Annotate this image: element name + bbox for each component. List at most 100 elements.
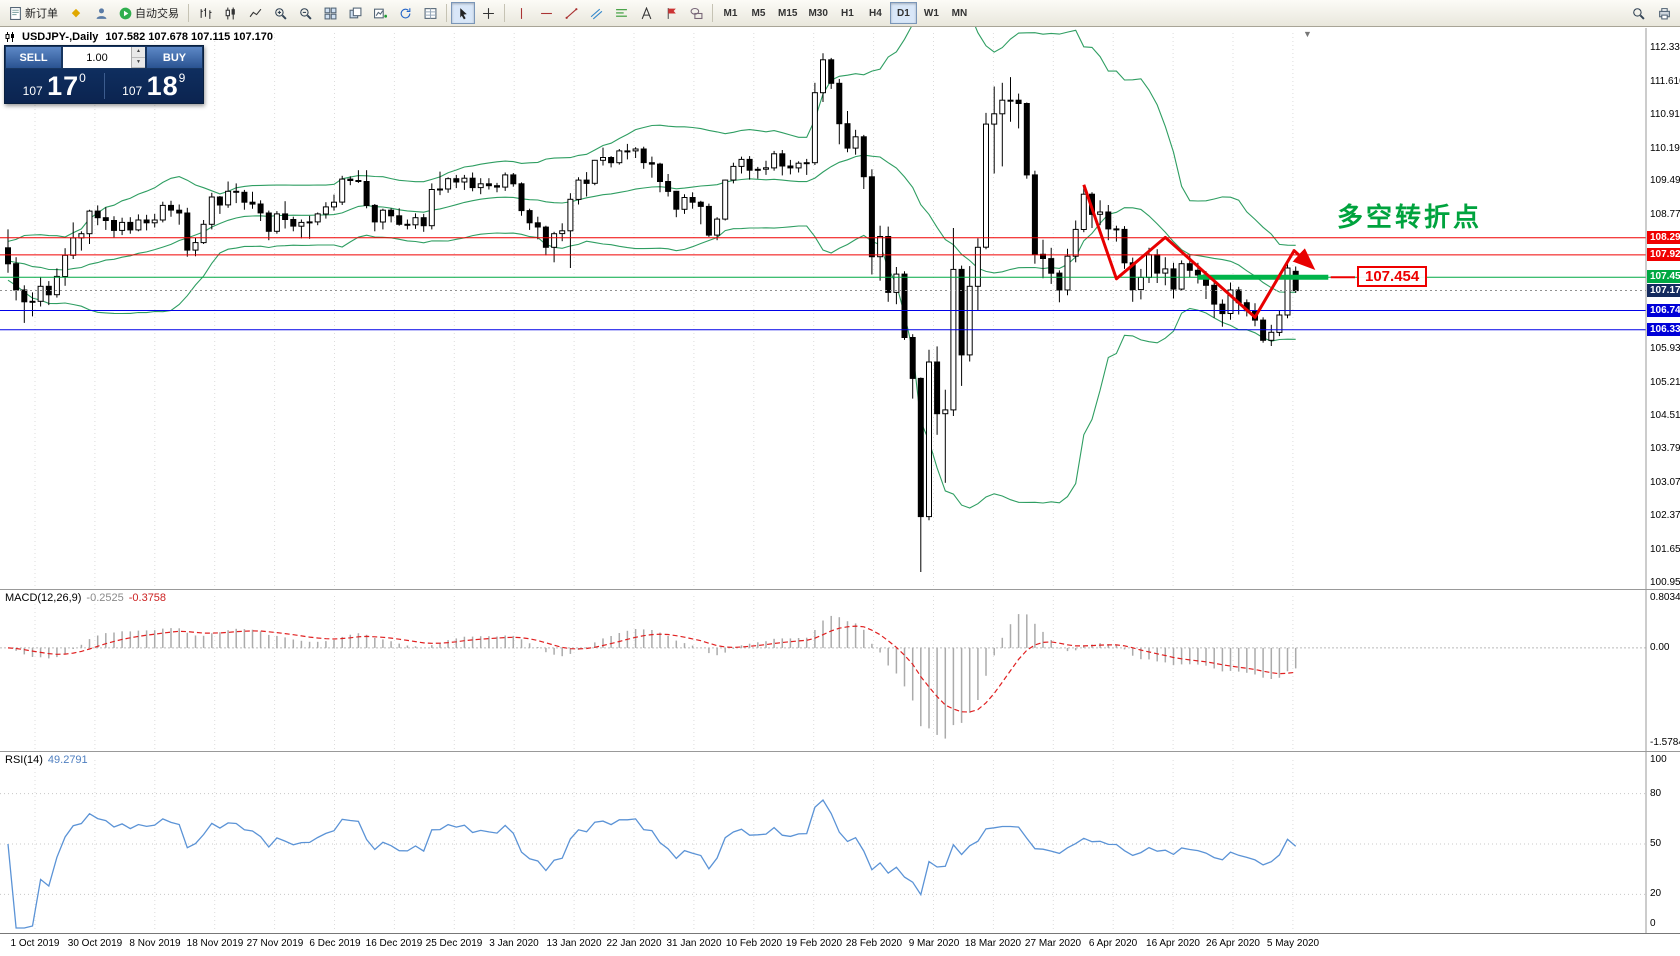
collapse-panel-icon[interactable]: ▼ [1303, 29, 1312, 39]
macd-name: MACD(12,26,9) [5, 592, 81, 604]
auto-trading-label: 自动交易 [135, 5, 179, 21]
cursor-icon [457, 7, 470, 20]
search-symbol-button[interactable] [1626, 2, 1650, 24]
timeframe-m15-button[interactable]: M15 [773, 2, 802, 24]
arrow-label-button[interactable] [659, 2, 683, 24]
candlestick-button[interactable] [218, 2, 242, 24]
fibonacci-icon [615, 7, 628, 20]
sell-price-point: 0 [79, 71, 86, 85]
zoom-in-icon [274, 7, 287, 20]
sell-button[interactable]: SELL [5, 46, 62, 69]
chart-icon [5, 32, 15, 42]
refresh-icon [399, 7, 412, 20]
person-icon [95, 7, 108, 20]
printer-icon [1658, 7, 1671, 20]
search-icon [1632, 7, 1645, 20]
one-click-trading-panel: SELL 1.00 ▲ ▼ BUY 107 170 107 189 [4, 45, 204, 104]
turning-point-annotation: 多空转折点 [1337, 197, 1482, 234]
timeframe-m5-button[interactable]: M5 [745, 2, 772, 24]
toolbar: 新订单 ◆ 自动交易 M1 M5 M15 M30 H1 H4 D1 W1 MN [0, 0, 1680, 27]
sell-price-pips: 17 [47, 71, 79, 101]
auto-trading-icon [119, 7, 132, 20]
new-order-icon [9, 7, 22, 20]
zoom-out-button[interactable] [293, 2, 317, 24]
flag-icon [665, 7, 678, 20]
buy-price-pips: 18 [147, 71, 179, 101]
toolbar-separator [188, 4, 189, 22]
buy-price-base: 107 [122, 84, 142, 98]
timeframe-m30-button[interactable]: M30 [803, 2, 832, 24]
trendline-button[interactable] [559, 2, 583, 24]
timeframe-m1-button[interactable]: M1 [717, 2, 744, 24]
crosshair-icon [482, 7, 495, 20]
vertical-line-icon [515, 7, 528, 20]
tile-windows-button[interactable] [318, 2, 342, 24]
diamond-icon: ◆ [72, 8, 80, 19]
rsi-header: RSI(14) 49.2791 [5, 754, 88, 766]
rsi-value: 49.2791 [48, 754, 88, 766]
grid-icon [424, 7, 437, 20]
zoom-in-button[interactable] [268, 2, 292, 24]
channel-button[interactable] [584, 2, 608, 24]
timeframe-h4-button[interactable]: H4 [862, 2, 889, 24]
macd-main-value: -0.2525 [86, 592, 123, 604]
spinner-down-icon[interactable]: ▼ [132, 58, 145, 69]
bar-chart-icon [199, 7, 212, 20]
timeframe-mn-button[interactable]: MN [946, 2, 973, 24]
toolbar-separator [446, 4, 447, 22]
bar-chart-button[interactable] [193, 2, 217, 24]
buy-button[interactable]: BUY [146, 46, 203, 69]
rsi-name: RSI(14) [5, 754, 43, 766]
horizontal-line-icon [540, 7, 553, 20]
fibonacci-button[interactable] [609, 2, 633, 24]
new-order-button[interactable]: 新订单 [4, 2, 63, 24]
auto-trading-button[interactable]: 自动交易 [114, 2, 184, 24]
cascade-windows-icon [349, 7, 362, 20]
chart-title: USDJPY-,Daily 107.582 107.678 107.115 10… [5, 31, 273, 43]
timeframe-d1-button[interactable]: D1 [890, 2, 917, 24]
channel-icon [590, 7, 603, 20]
trendline-icon [565, 7, 578, 20]
macd-header: MACD(12,26,9) -0.2525 -0.3758 [5, 592, 166, 604]
macd-signal-value: -0.3758 [129, 592, 166, 604]
cursor-button[interactable] [451, 2, 475, 24]
text-button[interactable] [634, 2, 658, 24]
shapes-button[interactable] [684, 2, 708, 24]
candlestick-icon [224, 7, 237, 20]
toolbar-separator [504, 4, 505, 22]
data-window-button[interactable] [418, 2, 442, 24]
vertical-line-button[interactable] [509, 2, 533, 24]
spinner-up-icon[interactable]: ▲ [132, 47, 145, 58]
timeframe-h1-button[interactable]: H1 [834, 2, 861, 24]
price-tag-annotation: 107.454 [1357, 266, 1427, 287]
cascade-windows-button[interactable] [343, 2, 367, 24]
tile-windows-icon [324, 7, 337, 20]
sell-price[interactable]: 107 170 [5, 71, 104, 102]
zoom-out-icon [299, 7, 312, 20]
buy-price-point: 9 [179, 71, 186, 85]
sell-price-base: 107 [23, 84, 43, 98]
new-chart-icon [374, 7, 387, 20]
symbol-label: USDJPY-,Daily [22, 31, 98, 43]
accounts-button[interactable] [89, 2, 113, 24]
volume-field[interactable]: 1.00 ▲ ▼ [62, 46, 146, 69]
ohlc-values: 107.582 107.678 107.115 107.170 [105, 31, 273, 43]
new-order-label: 新订单 [25, 5, 58, 21]
buy-price[interactable]: 107 189 [105, 71, 204, 102]
horizontal-line-button[interactable] [534, 2, 558, 24]
new-chart-button[interactable] [368, 2, 392, 24]
volume-spinner[interactable]: ▲ ▼ [131, 47, 145, 68]
crosshair-button[interactable] [476, 2, 500, 24]
line-chart-button[interactable] [243, 2, 267, 24]
timeframe-w1-button[interactable]: W1 [918, 2, 945, 24]
volume-value[interactable]: 1.00 [63, 52, 131, 64]
line-chart-icon [249, 7, 262, 20]
navigator-button[interactable] [393, 2, 417, 24]
print-button[interactable] [1652, 2, 1676, 24]
toolbar-separator [712, 4, 713, 22]
text-icon [640, 7, 653, 20]
shapes-icon [690, 7, 703, 20]
market-watch-button[interactable]: ◆ [64, 2, 88, 24]
